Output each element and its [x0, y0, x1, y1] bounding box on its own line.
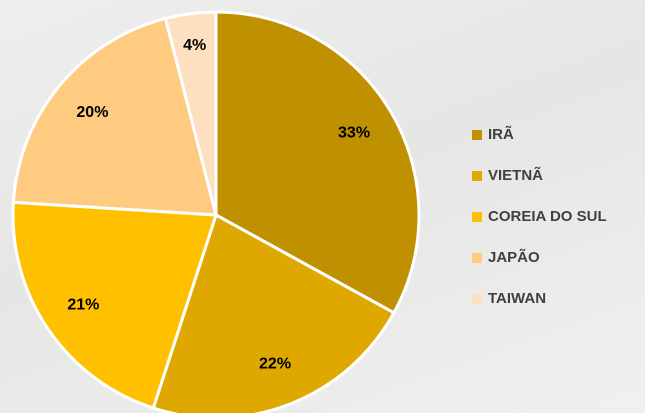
- legend-label: VIETNÃ: [488, 166, 543, 184]
- legend-swatch: [472, 212, 482, 222]
- legend-swatch: [472, 253, 482, 263]
- pie-slice: [11, 16, 218, 217]
- legend-swatch: [472, 130, 482, 140]
- pie-slice: [151, 212, 396, 413]
- data-label: 22%: [259, 355, 291, 372]
- data-label: 21%: [67, 296, 99, 313]
- legend-label: JAPÃO: [488, 248, 540, 266]
- legend-label: COREIA DO SUL: [488, 208, 607, 225]
- legend-swatch: [472, 294, 482, 304]
- data-label: 4%: [183, 37, 206, 54]
- legend-label: IRÃ: [488, 125, 514, 143]
- pie-slice: [163, 10, 218, 216]
- pie-slice: [214, 10, 421, 315]
- data-label: 33%: [338, 125, 370, 142]
- legend-swatch: [472, 171, 482, 181]
- data-label: 20%: [76, 104, 108, 121]
- legend-label: TAIWAN: [488, 290, 546, 307]
- pie-slice: [11, 200, 219, 410]
